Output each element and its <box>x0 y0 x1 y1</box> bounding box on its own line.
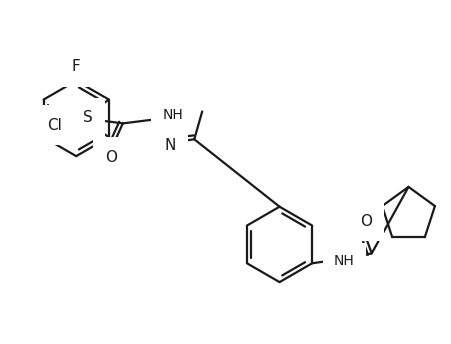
Text: NH: NH <box>162 108 183 122</box>
Text: O: O <box>359 214 371 229</box>
Text: N: N <box>164 138 175 153</box>
Text: Cl: Cl <box>47 118 62 132</box>
Text: O: O <box>105 150 117 165</box>
Text: S: S <box>83 110 93 125</box>
Text: F: F <box>72 60 80 74</box>
Text: NH: NH <box>333 254 354 268</box>
